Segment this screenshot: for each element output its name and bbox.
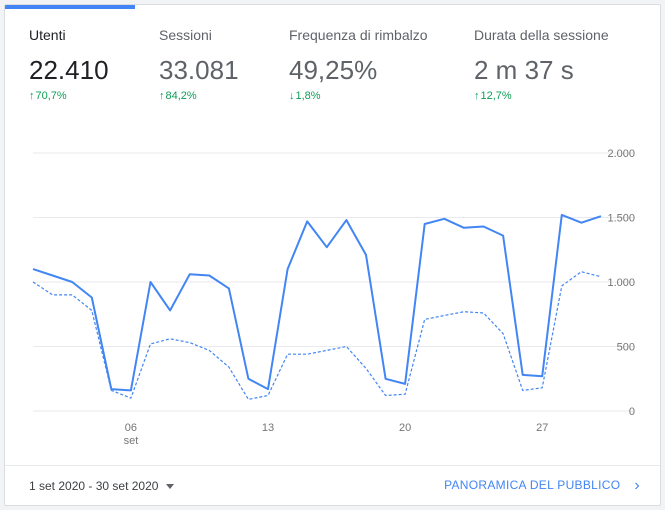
x-tick-label: 13 xyxy=(262,422,274,434)
y-tick-label: 500 xyxy=(617,342,635,354)
audience-overview-card: Utenti 22.410 ↑70,7% Sessioni 33.081 ↑84… xyxy=(4,4,661,506)
metric-change-value: 1,8% xyxy=(295,90,321,102)
metric-change: ↑84,2% xyxy=(159,90,239,102)
metric-value: 2 m 37 s xyxy=(474,55,574,85)
metric-tab-session-duration[interactable]: Durata della sessione 2 m 37 s ↑12,7% xyxy=(474,27,609,102)
metric-tab-users[interactable]: Utenti 22.410 ↑70,7% xyxy=(29,27,109,102)
caret-down-icon xyxy=(166,484,175,490)
metric-label: Utenti xyxy=(29,27,66,43)
x-tick-label: 20 xyxy=(399,422,411,434)
metric-label: Frequenza di rimbalzo xyxy=(289,27,428,43)
chevron-right-icon: › xyxy=(634,477,640,494)
y-tick-label: 1.000 xyxy=(607,277,635,289)
metric-label: Sessioni xyxy=(159,27,212,43)
metric-change-value: 84,2% xyxy=(165,90,197,102)
active-metric-indicator xyxy=(5,5,135,9)
metric-change-value: 12,7% xyxy=(480,90,512,102)
metric-tab-sessions[interactable]: Sessioni 33.081 ↑84,2% xyxy=(159,27,239,102)
audience-overview-link[interactable]: PANORAMICA DEL PUBBLICO › xyxy=(444,477,640,495)
metric-change: ↓1,8% xyxy=(289,90,428,102)
footer-divider xyxy=(5,465,660,466)
arrow-up-icon: ↑ xyxy=(29,90,35,102)
metric-value: 49,25% xyxy=(289,55,378,85)
metric-label: Durata della sessione xyxy=(474,27,609,43)
comparison-series-line xyxy=(32,271,602,400)
y-tick-label: 2.000 xyxy=(607,148,635,160)
arrow-down-icon: ↓ xyxy=(289,90,295,102)
arrow-up-icon: ↑ xyxy=(474,90,480,102)
metric-change-value: 70,7% xyxy=(35,90,67,102)
date-range-selector[interactable]: 1 set 2020 - 30 set 2020 xyxy=(29,479,175,493)
metric-value: 22.410 xyxy=(29,55,109,85)
y-tick-label: 1.500 xyxy=(607,213,635,225)
metric-change: ↑12,7% xyxy=(474,90,609,102)
current-series-line xyxy=(32,213,602,392)
metric-change: ↑70,7% xyxy=(29,90,109,102)
metric-value: 33.081 xyxy=(159,55,239,85)
x-tick-sublabel: set xyxy=(124,435,139,447)
arrow-up-icon: ↑ xyxy=(159,90,165,102)
audience-overview-link-label: PANORAMICA DEL PUBBLICO xyxy=(444,478,621,492)
x-tick-label: 06 xyxy=(125,422,137,434)
date-range-label: 1 set 2020 - 30 set 2020 xyxy=(29,479,159,493)
y-tick-label: 0 xyxy=(629,406,635,418)
metric-tab-bounce-rate[interactable]: Frequenza di rimbalzo 49,25% ↓1,8% xyxy=(289,27,428,102)
x-tick-label: 27 xyxy=(536,422,548,434)
